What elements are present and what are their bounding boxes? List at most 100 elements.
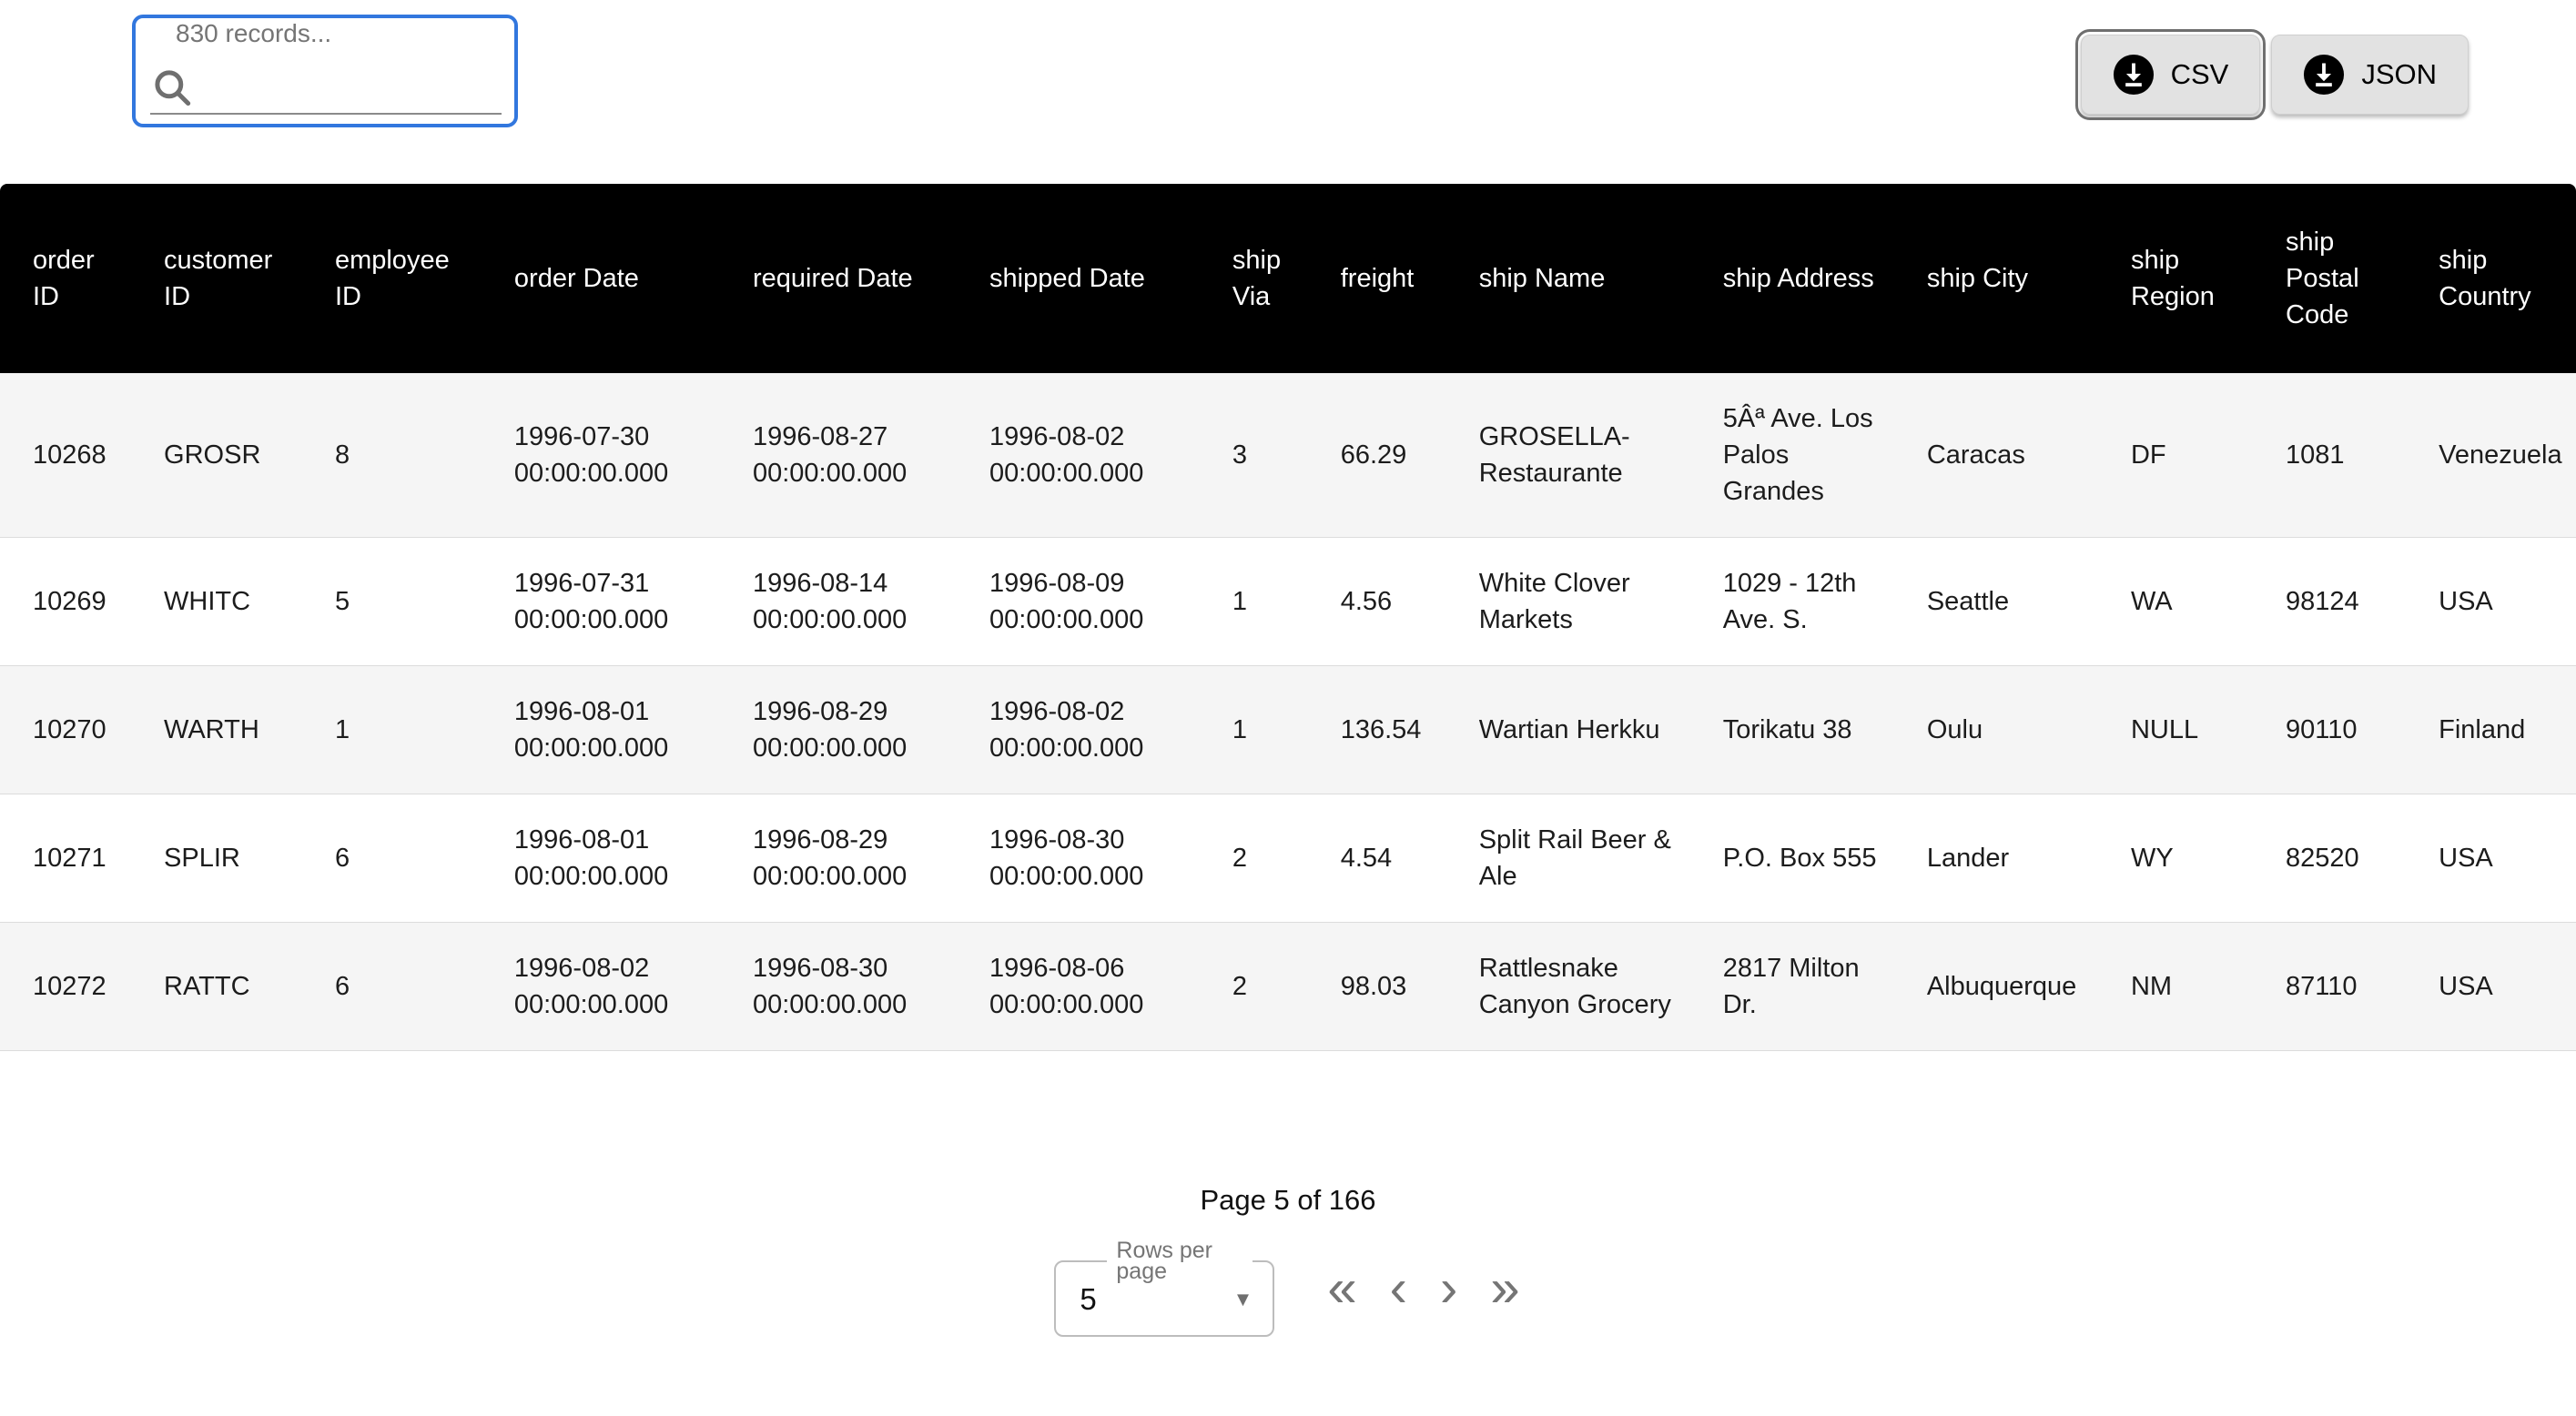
table-cell: White Clover Markets xyxy=(1445,538,1690,666)
table-cell: 2 xyxy=(1199,794,1308,923)
dropdown-arrow-icon: ▼ xyxy=(1232,1287,1253,1310)
table-cell: 2817 Milton Dr. xyxy=(1689,923,1894,1051)
table-cell: SPLIR xyxy=(131,794,302,923)
table-cell: 1996-08-30 00:00:00.000 xyxy=(719,923,958,1051)
table-cell: DF xyxy=(2097,373,2254,538)
csv-download-button[interactable]: CSV xyxy=(2074,29,2267,120)
csv-button-label: CSV xyxy=(2170,58,2229,90)
table-cell: 10269 xyxy=(0,538,132,666)
rows-per-page-select[interactable]: Rows per page 5 ▼ xyxy=(1054,1238,1275,1337)
table-row: 10269 WHITC 5 1996-07-31 00:00:00.000 1996-0… xyxy=(0,538,2576,666)
table-cell: Lander xyxy=(1893,794,2098,923)
table-cell: 1 xyxy=(1199,666,1308,794)
table-body: 10268 GROSR 8 1996-07-30 00:00:00.000 1996-0… xyxy=(0,373,2576,1051)
table-cell: 1996-08-29 00:00:00.000 xyxy=(719,666,958,794)
table-cell: Oulu xyxy=(1893,666,2098,794)
first-page-button[interactable]: « xyxy=(1325,1262,1358,1315)
table-cell: Wartian Herkku xyxy=(1445,666,1690,794)
page-nav: « ‹ › » xyxy=(1325,1262,1521,1315)
download-icon xyxy=(2113,54,2155,96)
table-header: order ID customer ID employee ID order Date… xyxy=(0,184,2576,373)
column-header: shipped Date xyxy=(957,184,1200,373)
table-cell: 1996-07-30 00:00:00.000 xyxy=(481,373,720,538)
chevron-left-icon: ‹ xyxy=(1389,1259,1407,1318)
input-underline xyxy=(150,113,502,115)
table-cell: 1996-08-02 00:00:00.000 xyxy=(481,923,720,1051)
table-cell: P.O. Box 555 xyxy=(1689,794,1894,923)
rows-per-page-label: Rows per page xyxy=(1116,1238,1212,1284)
previous-page-button[interactable]: ‹ xyxy=(1388,1262,1409,1315)
table-cell: 8 xyxy=(301,373,482,538)
table-header-row: order ID customer ID employee ID order Date… xyxy=(0,184,2576,373)
next-page-button[interactable]: › xyxy=(1438,1262,1459,1315)
table-cell: 2 xyxy=(1199,923,1308,1051)
table-cell: GROSELLA-Restaurante xyxy=(1445,373,1690,538)
last-page-button[interactable]: » xyxy=(1488,1262,1521,1315)
download-icon xyxy=(2303,54,2345,96)
table-cell: 1996-08-06 00:00:00.000 xyxy=(957,923,1200,1051)
pagination-controls: Rows per page 5 ▼ « ‹ › » xyxy=(0,1238,2576,1337)
column-header: required Date xyxy=(719,184,958,373)
table-cell: 1996-08-27 00:00:00.000 xyxy=(719,373,958,538)
table-cell: Seattle xyxy=(1893,538,2098,666)
table-cell: 66.29 xyxy=(1307,373,1446,538)
table-cell: 1996-07-31 00:00:00.000 xyxy=(481,538,720,666)
table-cell: USA xyxy=(2406,538,2576,666)
json-download-button[interactable]: JSON xyxy=(2271,35,2469,115)
table-cell: WY xyxy=(2097,794,2254,923)
column-header: ship Region xyxy=(2097,184,2254,373)
table-cell: NM xyxy=(2097,923,2254,1051)
table-cell: USA xyxy=(2406,923,2576,1051)
table-cell: 1996-08-30 00:00:00.000 xyxy=(957,794,1200,923)
table-cell: 10270 xyxy=(0,666,132,794)
table-cell: Torikatu 38 xyxy=(1689,666,1894,794)
table-cell: 1996-08-14 00:00:00.000 xyxy=(719,538,958,666)
table-cell: Albuquerque xyxy=(1893,923,2098,1051)
column-header: ship Via xyxy=(1199,184,1308,373)
table-cell: 1996-08-02 00:00:00.000 xyxy=(957,373,1200,538)
table-row: 10270 WARTH 1 1996-08-01 00:00:00.000 1996-0… xyxy=(0,666,2576,794)
table-cell: 1996-08-02 00:00:00.000 xyxy=(957,666,1200,794)
table-cell: 6 xyxy=(301,794,482,923)
table-cell: 98.03 xyxy=(1307,923,1446,1051)
table-cell: 10268 xyxy=(0,373,132,538)
table-cell: 4.54 xyxy=(1307,794,1446,923)
json-button-label: JSON xyxy=(2361,58,2437,90)
table-cell: 1996-08-29 00:00:00.000 xyxy=(719,794,958,923)
page-status: Page 5 of 166 xyxy=(1200,1184,1376,1216)
search-placeholder-label: 830 records... xyxy=(176,19,332,47)
table-cell: Rattlesnake Canyon Grocery xyxy=(1445,923,1690,1051)
table-cell: 10272 xyxy=(0,923,132,1051)
table-cell: 10271 xyxy=(0,794,132,923)
table-cell: NULL xyxy=(2097,666,2254,794)
table-cell: 1996-08-01 00:00:00.000 xyxy=(481,794,720,923)
table-cell: 1996-08-09 00:00:00.000 xyxy=(957,538,1200,666)
table-cell: WARTH xyxy=(131,666,302,794)
search-field[interactable]: 830 records... xyxy=(132,15,518,127)
table-cell: 90110 xyxy=(2253,666,2407,794)
orders-table: order ID customer ID employee ID order Date… xyxy=(0,184,2576,1051)
table-cell: WHITC xyxy=(131,538,302,666)
double-chevron-right-icon: » xyxy=(1490,1259,1520,1318)
table-cell: 1029 - 12th Ave. S. xyxy=(1689,538,1894,666)
table-cell: 3 xyxy=(1199,373,1308,538)
column-header: freight xyxy=(1307,184,1446,373)
column-header: ship Postal Code xyxy=(2253,184,2407,373)
table-cell: Split Rail Beer & Ale xyxy=(1445,794,1690,923)
rows-per-page-value: 5 xyxy=(1080,1281,1097,1316)
column-header: ship Address xyxy=(1689,184,1894,373)
table-row: 10268 GROSR 8 1996-07-30 00:00:00.000 1996-0… xyxy=(0,373,2576,538)
table-row: 10271 SPLIR 6 1996-08-01 00:00:00.000 1996-0… xyxy=(0,794,2576,923)
table-cell: WA xyxy=(2097,538,2254,666)
chevron-right-icon: › xyxy=(1440,1259,1458,1318)
table-cell: 5 xyxy=(301,538,482,666)
column-header: order ID xyxy=(0,184,132,373)
table-cell: 82520 xyxy=(2253,794,2407,923)
toolbar: 830 records... CSV xyxy=(0,0,2576,184)
table-cell: 87110 xyxy=(2253,923,2407,1051)
export-buttons: CSV JSON xyxy=(2074,29,2469,120)
table-cell: 1 xyxy=(301,666,482,794)
double-chevron-left-icon: « xyxy=(1327,1259,1357,1318)
table-cell: Venezuela xyxy=(2406,373,2576,538)
column-header: order Date xyxy=(481,184,720,373)
